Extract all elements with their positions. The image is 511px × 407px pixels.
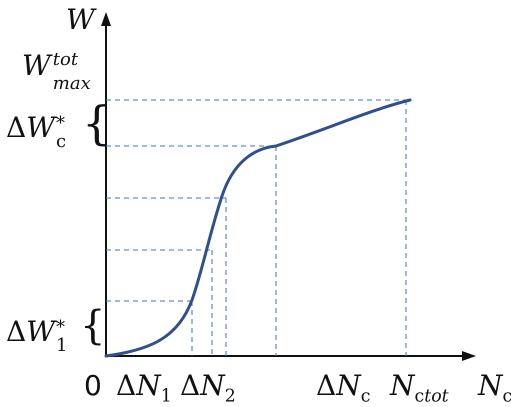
x-tick-dn1: ΔN1 [116, 369, 172, 407]
y-axis-arrow-icon [101, 12, 111, 26]
y-axis-title: W [66, 3, 95, 36]
x-axis-title: Nc [478, 369, 511, 407]
origin-label: 0 [84, 369, 102, 402]
upper-brace: { [82, 96, 112, 150]
cumulative-curve [104, 98, 412, 358]
x-tick-dnc: ΔNc [316, 369, 371, 407]
guide-lines [106, 99, 407, 356]
delta-w1-label: ΔW * 1 [6, 315, 68, 356]
x-tick-dn2: ΔN2 [180, 369, 236, 407]
x-tick-nctot: Nctot [390, 369, 449, 407]
lower-brace: { [80, 303, 106, 349]
delta-wc-label: ΔW * c [6, 111, 67, 152]
x-axis-arrow-icon [462, 351, 476, 361]
